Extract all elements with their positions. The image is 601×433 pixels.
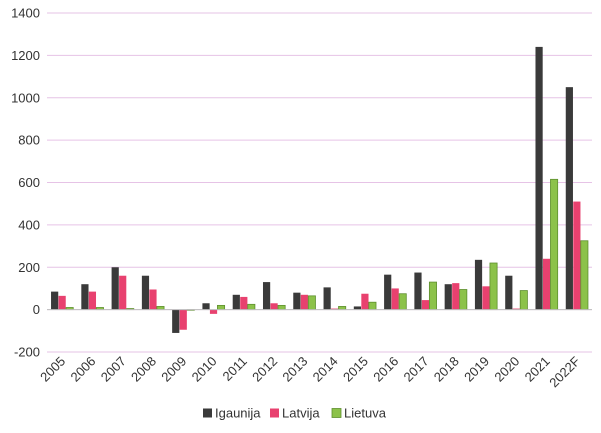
bar-latvija-2013 xyxy=(300,294,308,310)
y-tick-label: 1000 xyxy=(11,90,40,105)
bar-igaunija-2014 xyxy=(323,287,331,310)
bar-igaunija-2020 xyxy=(505,275,513,310)
bar-lietuva-2013 xyxy=(307,295,316,311)
y-tick-label: 1200 xyxy=(11,48,40,63)
bar-lietuva-2010 xyxy=(217,304,226,311)
x-tick-label: 2014 xyxy=(310,354,341,385)
bar-latvija-2009 xyxy=(179,309,187,330)
bar-latvija-2022f xyxy=(573,201,581,310)
x-tick-label: 2007 xyxy=(98,354,129,385)
y-tick-label: 200 xyxy=(18,260,40,275)
bar-latvija-2014 xyxy=(331,308,339,310)
legend-label: Latvija xyxy=(282,406,320,421)
bar-igaunija-2015 xyxy=(353,306,362,310)
bar-lietuva-2019 xyxy=(489,262,498,311)
y-axis-tick-labels: -200 0 200 400 600 800 1000 1200 1400 xyxy=(11,6,40,360)
bar-latvija-2012 xyxy=(270,303,278,310)
x-tick-label: 2015 xyxy=(340,354,371,385)
x-tick-label: 2006 xyxy=(67,354,98,385)
x-tick-label: 2019 xyxy=(461,354,492,385)
legend-swatch xyxy=(203,408,212,418)
bar-lietuva-2020 xyxy=(519,290,528,311)
legend-label: Lietuva xyxy=(344,406,387,421)
bar-latvija-2010 xyxy=(209,309,218,314)
bar-latvija-2019 xyxy=(482,286,490,310)
bar-igaunija-2006 xyxy=(81,284,89,310)
x-tick-label: 2018 xyxy=(431,354,462,385)
x-tick-label: 2016 xyxy=(370,354,401,385)
x-tick-label: 2012 xyxy=(249,354,280,385)
y-tick-label: 0 xyxy=(33,302,40,317)
x-tick-label: 2005 xyxy=(37,354,68,385)
x-tick-label: 2020 xyxy=(491,354,522,385)
x-tick-label: 2022F xyxy=(546,353,583,390)
bar-igaunija-2010 xyxy=(202,303,210,310)
x-tick-label: 2009 xyxy=(158,354,189,385)
bar-igaunija-2005 xyxy=(51,291,59,310)
bar-igaunija-2021 xyxy=(535,46,543,310)
y-tick-label: -200 xyxy=(14,345,40,360)
legend-label: Igaunija xyxy=(215,406,261,421)
bar-latvija-2018 xyxy=(452,283,460,310)
legend-item-latvija: Latvija xyxy=(270,406,320,421)
bar-latvija-2005 xyxy=(58,295,66,310)
x-axis-tick-labels: 2005 2006 2007 2008 2009 2010 2011 2012 2013 2014… xyxy=(37,353,583,390)
bar-lietuva-2015 xyxy=(368,301,377,311)
bar-lietuva-2022f xyxy=(580,240,589,311)
bar-latvija-2007 xyxy=(119,275,127,310)
bar-igaunija-2009 xyxy=(172,309,180,333)
bar-igaunija-2012 xyxy=(262,282,271,310)
bar-igaunija-2022f xyxy=(565,87,573,310)
bar-latvija-2017 xyxy=(421,300,430,310)
bars xyxy=(51,46,589,333)
bar-latvija-2020 xyxy=(512,308,520,310)
bar-igaunija-2018 xyxy=(444,284,452,310)
bar-latvija-2016 xyxy=(391,288,399,310)
y-tick-label: 400 xyxy=(18,217,40,232)
bar-latvija-2008 xyxy=(149,289,157,310)
x-tick-label: 2017 xyxy=(401,354,432,385)
y-tick-label: 600 xyxy=(18,175,40,190)
bar-igaunija-2011 xyxy=(232,294,240,310)
bar-igaunija-2017 xyxy=(414,272,422,310)
bar-lietuva-2011 xyxy=(247,303,256,311)
legend-item-lietuva: Lietuva xyxy=(331,406,387,421)
legend-swatch xyxy=(270,408,279,418)
bar-latvija-2021 xyxy=(542,258,551,310)
legend-swatch xyxy=(331,408,342,418)
legend: Igaunija Latvija Lietuva xyxy=(203,406,387,421)
bar-igaunija-2019 xyxy=(474,259,483,310)
bar-latvija-2011 xyxy=(240,296,248,310)
bar-lietuva-2018 xyxy=(459,289,468,311)
bar-lietuva-2016 xyxy=(398,293,407,311)
bar-lietuva-2017 xyxy=(428,281,437,311)
x-tick-label: 2011 xyxy=(220,354,250,384)
y-tick-label: 800 xyxy=(18,133,40,148)
legend-item-igaunija: Igaunija xyxy=(203,406,261,421)
bar-igaunija-2007 xyxy=(111,267,119,310)
bar-latvija-2015 xyxy=(361,293,369,310)
bar-lietuva-2021 xyxy=(550,178,559,311)
bar-igaunija-2008 xyxy=(141,275,150,310)
y-tick-label: 1400 xyxy=(11,6,40,21)
x-tick-label: 2008 xyxy=(128,354,159,385)
x-tick-label: 2010 xyxy=(189,354,220,385)
bar-igaunija-2016 xyxy=(384,274,392,310)
bar-latvija-2006 xyxy=(88,291,97,310)
bar-lietuva-2012 xyxy=(277,304,286,311)
x-tick-label: 2013 xyxy=(279,354,310,385)
bar-igaunija-2013 xyxy=(293,292,301,310)
